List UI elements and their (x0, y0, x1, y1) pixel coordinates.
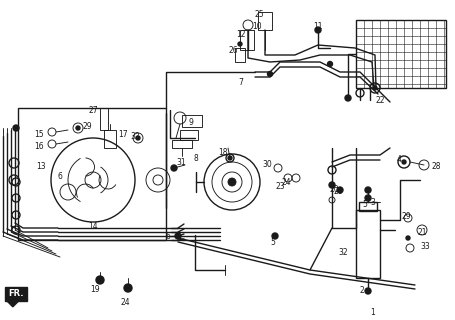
Text: 6: 6 (57, 172, 62, 181)
Text: 20: 20 (330, 185, 339, 194)
Bar (359, 202, 377, 211)
Text: 27: 27 (88, 106, 98, 115)
Circle shape (365, 187, 371, 193)
Text: 2: 2 (360, 286, 365, 295)
Circle shape (272, 233, 278, 239)
Bar (240, 30, 254, 50)
Text: 24: 24 (120, 298, 130, 307)
Text: 5: 5 (270, 238, 275, 247)
Text: 4: 4 (397, 155, 402, 164)
Bar (356, 210, 380, 278)
Text: 14: 14 (88, 222, 98, 231)
Text: 9: 9 (188, 118, 193, 127)
Text: 7: 7 (238, 78, 243, 87)
Text: 30: 30 (262, 160, 272, 169)
Circle shape (402, 160, 406, 164)
Circle shape (337, 187, 343, 193)
Bar (18, 108, 166, 240)
Text: 10: 10 (252, 22, 262, 31)
Text: 13: 13 (36, 162, 46, 171)
Text: 19: 19 (90, 285, 100, 294)
Text: 29: 29 (402, 212, 412, 221)
Circle shape (315, 27, 321, 33)
Circle shape (328, 61, 333, 67)
Text: 15: 15 (34, 130, 44, 139)
Text: 24: 24 (282, 178, 292, 187)
Bar (100, 108, 108, 130)
Circle shape (175, 233, 181, 239)
Text: FR.: FR. (8, 290, 24, 299)
FancyArrow shape (7, 289, 25, 307)
Bar (172, 140, 192, 148)
Circle shape (124, 284, 132, 292)
Text: 31: 31 (176, 158, 186, 167)
Bar (235, 48, 245, 62)
Circle shape (345, 95, 351, 101)
Circle shape (268, 71, 273, 76)
Circle shape (171, 165, 177, 171)
Bar (182, 115, 202, 127)
Bar (104, 130, 116, 148)
Circle shape (365, 195, 371, 201)
Text: 8: 8 (193, 154, 198, 163)
Bar (180, 130, 198, 140)
Text: 5: 5 (362, 200, 367, 209)
Text: 21: 21 (418, 228, 428, 237)
Text: 32: 32 (130, 132, 140, 141)
Text: 16: 16 (34, 142, 44, 151)
Text: 29: 29 (82, 122, 91, 131)
Circle shape (365, 288, 371, 294)
Circle shape (238, 42, 242, 46)
Circle shape (406, 236, 410, 240)
Circle shape (329, 182, 335, 188)
Text: 11: 11 (313, 22, 323, 31)
Circle shape (96, 276, 104, 284)
Text: 1: 1 (370, 308, 375, 317)
Circle shape (228, 178, 236, 186)
Text: 17: 17 (118, 130, 127, 139)
Text: 22: 22 (376, 96, 385, 105)
Text: 25: 25 (254, 10, 263, 19)
Text: 3: 3 (370, 198, 375, 207)
Circle shape (228, 156, 232, 160)
Text: 32: 32 (338, 248, 348, 257)
Text: 26: 26 (228, 46, 238, 55)
Text: 12: 12 (236, 30, 246, 39)
Text: 18: 18 (218, 148, 228, 157)
Text: 6: 6 (165, 232, 170, 241)
Bar (356, 20, 446, 88)
Bar (5, 287, 27, 301)
Circle shape (76, 126, 80, 130)
Circle shape (373, 86, 377, 90)
Text: 23: 23 (276, 182, 286, 191)
Bar (258, 12, 272, 30)
Circle shape (136, 136, 140, 140)
Text: 28: 28 (432, 162, 441, 171)
Text: 20: 20 (334, 187, 344, 196)
Text: 33: 33 (420, 242, 430, 251)
Circle shape (13, 125, 19, 131)
